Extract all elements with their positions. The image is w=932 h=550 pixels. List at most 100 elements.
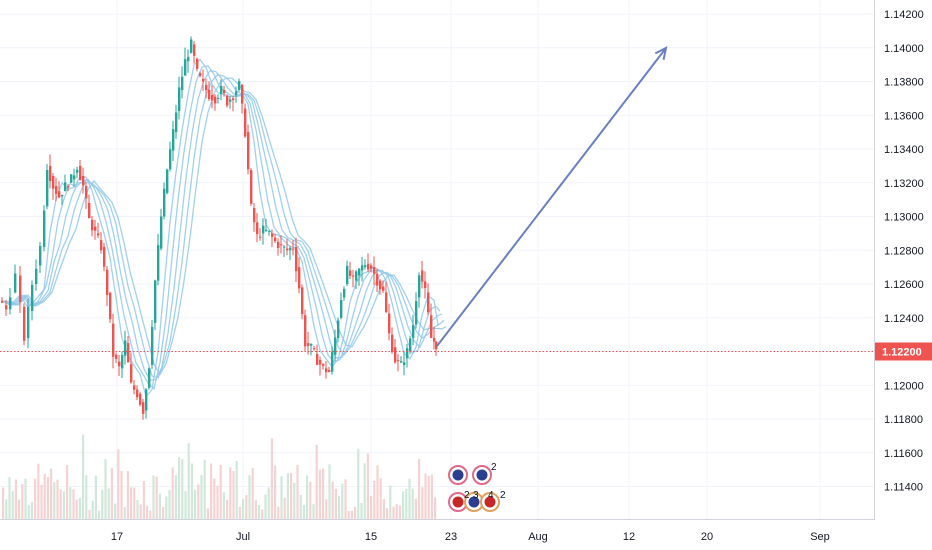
event-badge-flag (476, 469, 488, 481)
volume-bar (267, 487, 270, 519)
volume-bar (270, 438, 273, 519)
x-tick-label: 17 (111, 531, 123, 543)
volume-bar (219, 464, 222, 519)
candle-body (280, 244, 283, 246)
candle-body (52, 176, 55, 189)
volume-bar (283, 497, 286, 519)
candle-body (55, 186, 58, 194)
candle-body (226, 95, 229, 106)
volume-bar (334, 488, 337, 519)
candle-body (169, 149, 172, 170)
candle-body (27, 306, 30, 338)
candle-body (1, 300, 4, 303)
volume-bar (18, 499, 21, 519)
volume-bar (254, 500, 257, 519)
volume-bar (370, 496, 373, 519)
volume-bar (261, 509, 264, 519)
candle-body (130, 364, 133, 383)
candle-body (394, 347, 397, 363)
volume-bar (354, 506, 357, 519)
candle-body (382, 286, 385, 291)
candle-body (256, 222, 259, 235)
x-tick-label: Jul (236, 531, 250, 543)
volume-bar (328, 464, 331, 519)
volume-bar (98, 510, 101, 519)
candle-body (94, 226, 97, 231)
x-tick-label: Aug (528, 531, 548, 543)
volume-bar (174, 475, 177, 519)
volume-bar (331, 481, 334, 519)
volume-bar (235, 460, 238, 519)
candle-body (247, 132, 250, 170)
volume-bar (197, 484, 200, 519)
candle-body (421, 270, 424, 282)
candle-body (178, 87, 181, 112)
candle-body (259, 236, 262, 238)
volume-bar (91, 500, 94, 519)
event-markers: 22 3 4 2 (448, 462, 506, 512)
candle-body (115, 354, 118, 359)
volume-bar (264, 494, 267, 519)
volume-bar (222, 492, 225, 519)
candle-body (250, 170, 253, 204)
volume-bar (200, 474, 203, 519)
candle-body (322, 364, 325, 366)
candle-body (388, 313, 391, 334)
candle-body (199, 73, 202, 76)
x-tick-label: 20 (701, 531, 713, 543)
volume-bar (165, 496, 168, 519)
candle-body (364, 265, 367, 268)
volume-bar (280, 476, 283, 519)
volume-bar (53, 482, 56, 519)
candle-body (19, 275, 22, 303)
candle-body (337, 320, 340, 338)
candle-body (265, 229, 268, 231)
candle-body (415, 301, 418, 325)
candle-body (184, 59, 187, 76)
candle-body (103, 246, 106, 267)
volume-bar (139, 504, 142, 519)
candle-body (154, 280, 157, 323)
candle-body (349, 270, 352, 276)
volume-bar (88, 509, 91, 519)
candle-body (352, 275, 355, 277)
volume-bar (14, 479, 17, 519)
volume-bar (424, 473, 427, 519)
volume-bar (46, 477, 49, 519)
volume-bar (357, 448, 360, 519)
volume-bar (62, 491, 65, 519)
candle-body (112, 323, 115, 357)
y-tick-label: 1.13000 (884, 212, 924, 224)
y-tick-label: 1.11800 (884, 414, 923, 426)
candles (1, 36, 438, 420)
volume-bar (190, 463, 193, 519)
candle-body (202, 78, 205, 82)
candle-body (406, 348, 409, 359)
volume-bar (248, 475, 251, 519)
volume-bar (277, 506, 280, 519)
volume-bar (360, 502, 363, 519)
candle-body (313, 348, 316, 350)
volume-bar (187, 443, 190, 519)
x-tick-label: 23 (445, 531, 457, 543)
ma-line (3, 65, 441, 390)
candle-body (145, 389, 148, 411)
candle-body (196, 58, 199, 69)
volume-bar (149, 510, 152, 519)
candle-body (190, 39, 193, 53)
candle-body (334, 337, 337, 355)
volume-bar (418, 458, 421, 519)
candle-body (157, 245, 160, 281)
volume-bar (168, 489, 171, 519)
candle-body (124, 340, 127, 356)
candle-body (435, 341, 438, 350)
candle-body (232, 98, 235, 101)
volume-bar (59, 489, 62, 519)
moving-averages (1, 58, 447, 398)
volume-bar (258, 504, 261, 519)
candle-body (343, 288, 346, 298)
candle-body (133, 385, 136, 390)
y-tick-label: 1.12400 (884, 313, 924, 325)
volume-bar (312, 504, 315, 519)
candle-body (379, 280, 382, 290)
